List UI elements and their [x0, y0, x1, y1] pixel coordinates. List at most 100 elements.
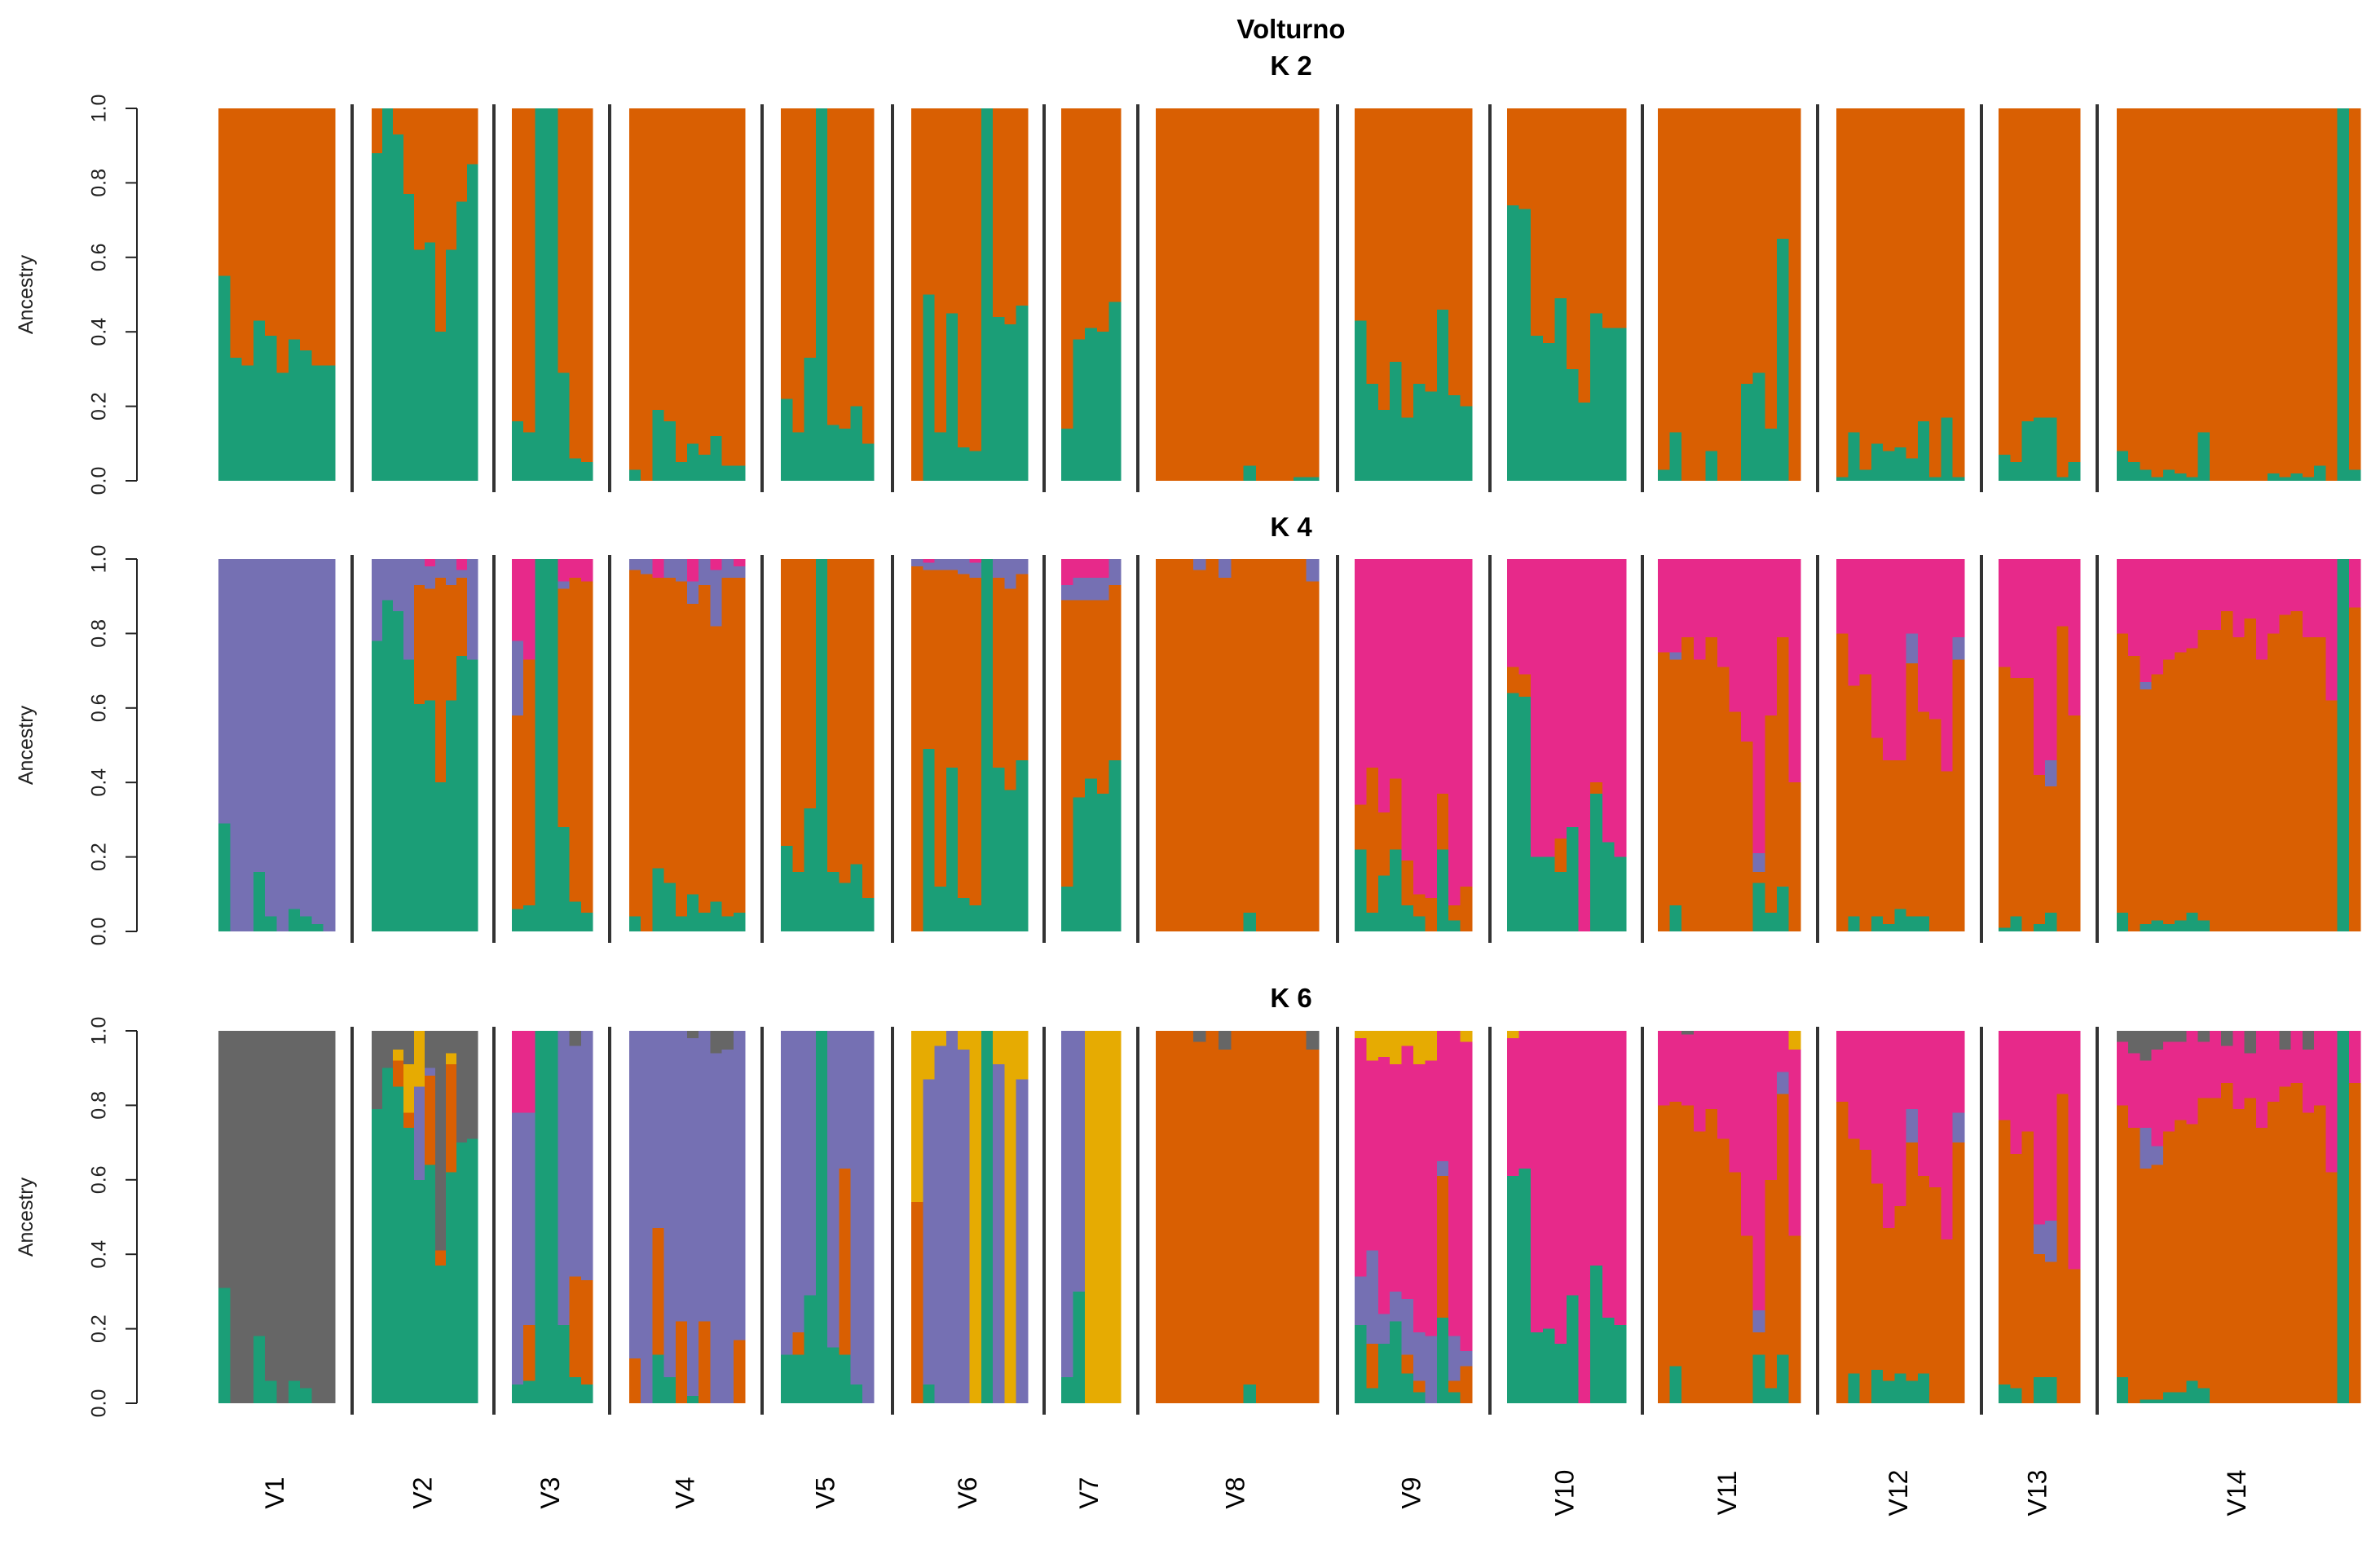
ancestry-bar-segment: [699, 1031, 711, 1322]
ancestry-bar-segment: [1390, 559, 1403, 779]
ancestry-bar-segment: [456, 1031, 468, 1143]
ancestry-bar-segment: [1448, 1031, 1461, 1336]
ancestry-bar-segment: [1705, 1031, 1718, 1109]
ancestry-bar-segment: [2117, 559, 2129, 634]
ancestry-bar-segment: [1776, 1072, 1790, 1094]
ancestry-bar-segment: [1669, 1031, 1682, 1102]
ancestry-bar-segment: [512, 715, 524, 909]
ancestry-bar-segment: [652, 1354, 665, 1403]
ancestry-bar-segment: [2268, 1101, 2280, 1403]
ancestry-bar-segment: [1507, 205, 1520, 481]
ancestry-bar-segment: [1390, 1321, 1403, 1403]
ancestry-bar-segment: [1306, 559, 1320, 582]
ancestry-bar-segment: [675, 1031, 688, 1322]
ancestry-bar-segment: [414, 108, 425, 250]
ancestry-bar-segment: [1401, 1299, 1414, 1355]
ancestry-bar-segment: [1436, 559, 1449, 794]
y-axis-label: Ancestry: [15, 254, 37, 334]
ancestry-bar-segment: [1073, 577, 1086, 601]
ancestry-bar-segment: [1741, 108, 1754, 385]
ancestry-bar-segment: [721, 577, 734, 917]
ancestry-bar-segment: [641, 559, 653, 574]
ancestry-bar-segment: [993, 108, 1005, 317]
ancestry-bar-segment: [1894, 909, 1907, 931]
ancestry-bar-segment: [1436, 849, 1449, 931]
ancestry-bar-segment: [382, 1031, 394, 1068]
ancestry-bar-segment: [230, 1031, 243, 1403]
ancestry-bar-segment: [456, 655, 468, 931]
ancestry-bar-segment: [2325, 559, 2338, 701]
ancestry-bar-segment: [923, 294, 936, 481]
ancestry-bar-segment: [733, 566, 746, 578]
ancestry-bar-segment: [1776, 887, 1790, 931]
ancestry-bar-segment: [276, 372, 289, 481]
ancestry-bar-segment: [1096, 559, 1109, 578]
ancestry-bar-segment: [1999, 1385, 2011, 1403]
ancestry-bar-segment: [1681, 636, 1695, 931]
ancestry-bar-segment: [1705, 1108, 1718, 1403]
ancestry-bar-segment: [969, 1031, 982, 1403]
ancestry-bar-segment: [1355, 108, 1367, 321]
ancestry-bar-segment: [850, 559, 863, 865]
ancestry-bar-segment: [1871, 1369, 1884, 1403]
ancestry-bar-segment: [2140, 681, 2153, 689]
ancestry-bar-segment: [1168, 108, 1182, 481]
ancestry-bar-segment: [839, 1354, 852, 1403]
ancestry-bar-segment: [2279, 1049, 2292, 1087]
ancestry-bar-segment: [1460, 1041, 1473, 1352]
ancestry-bar-segment: [710, 108, 723, 437]
ancestry-bar-segment: [675, 1321, 688, 1403]
ancestry-bar-segment: [1952, 559, 1965, 637]
ancestry-bar-segment: [1883, 1228, 1895, 1381]
ancestry-bar-segment: [792, 1354, 805, 1403]
ancestry-bar-segment: [1243, 108, 1257, 466]
ancestry-bar-segment: [1590, 1031, 1603, 1266]
ancestry-bar-segment: [1218, 559, 1232, 578]
ancestry-bar-segment: [2221, 108, 2233, 481]
ancestry-bar-segment: [675, 581, 688, 917]
ancestry-bar-segment: [663, 1377, 677, 1403]
ancestry-bar-segment: [1848, 685, 1861, 917]
ancestry-bar-segment: [1016, 1079, 1029, 1403]
ancestry-bar-segment: [1590, 108, 1603, 314]
population-label: V9: [1396, 1477, 1426, 1508]
ancestry-bar-segment: [733, 465, 746, 481]
ancestry-bar-segment: [2021, 559, 2034, 679]
ancestry-bar-segment: [1999, 108, 2011, 456]
ancestry-bar-segment: [1218, 1049, 1232, 1403]
ancestry-bar-segment: [2255, 559, 2268, 660]
ancestry-bar-segment: [923, 559, 936, 563]
ancestry-bar-segment: [1355, 320, 1367, 481]
ancestry-bar-segment: [1507, 1038, 1520, 1177]
ancestry-bar-segment: [1085, 778, 1098, 931]
ancestry-bar-segment: [1883, 559, 1895, 760]
ancestry-bar-segment: [1941, 1239, 1954, 1403]
y-axis: 0.0 0.2 0.4 0.6 0.8 1.0 Ancestry: [15, 95, 138, 495]
ancestry-bar-segment: [1507, 108, 1520, 205]
ancestry-bar-segment: [1883, 1380, 1895, 1403]
ancestry-bar-segment: [253, 559, 266, 872]
ancestry-bar-segment: [2197, 920, 2210, 931]
ancestry-bar-segment: [1999, 455, 2011, 481]
ancestry-bar-segment: [414, 1179, 425, 1403]
ancestry-bar-segment: [1436, 309, 1449, 481]
ancestry-bar-segment: [1765, 108, 1778, 429]
ancestry-bar-segment: [512, 420, 524, 481]
ancestry-bar-segment: [1268, 108, 1282, 481]
ancestry-bar-segment: [1788, 559, 1801, 783]
ancestry-bar-segment: [815, 108, 828, 481]
ancestry-bar-segment: [1436, 1160, 1449, 1177]
ancestry-bar-segment: [1061, 1377, 1074, 1403]
ancestry-bar-segment: [1894, 559, 1907, 760]
ancestry-bar-segment: [2056, 559, 2069, 627]
bars-group: [218, 559, 2361, 931]
ancestry-bar-segment: [558, 559, 571, 582]
ancestry-bar-segment: [512, 909, 524, 931]
ancestry-bar-segment: [839, 1169, 852, 1355]
ancestry-bar-segment: [1390, 108, 1403, 362]
ancestry-bar-segment: [804, 1031, 817, 1296]
ancestry-bar-segment: [675, 108, 688, 463]
y-tick-label: 0.0: [88, 918, 111, 946]
ancestry-bar-segment: [1906, 633, 1919, 663]
